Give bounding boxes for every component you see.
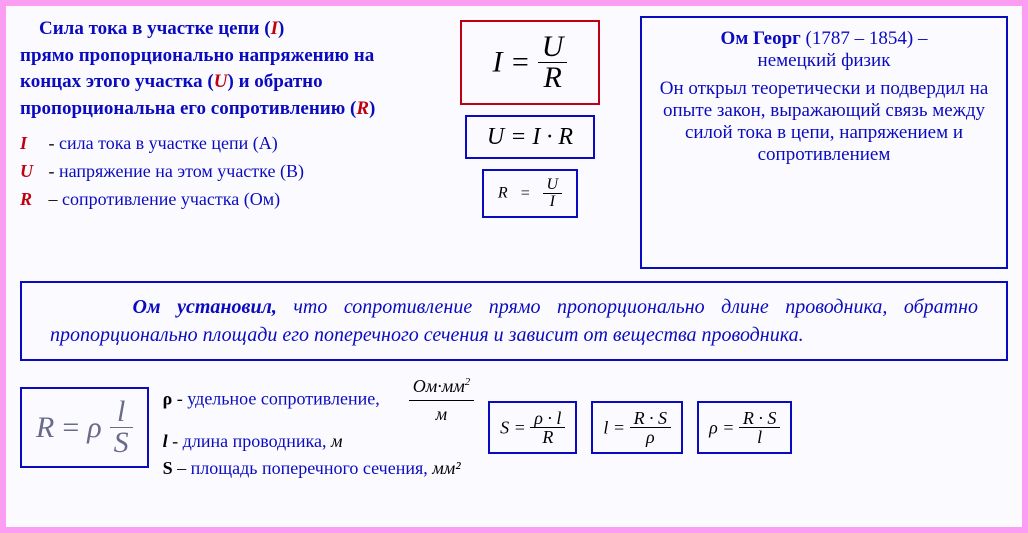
f2-den: ρ [630, 427, 672, 446]
def-R: R – сопротивление участка (Ом) [20, 186, 420, 214]
statement-author: Ом установил, [132, 296, 276, 318]
formula-l: l = R · S ρ [591, 401, 683, 454]
law-title-post: ) [278, 18, 284, 39]
unit-sup: 2 [465, 376, 470, 388]
def-U-dash: - [44, 161, 59, 181]
formula-U-text: U = I · R [487, 124, 573, 150]
top-section: Сила тока в участке цепи (I) прямо пропо… [20, 16, 1008, 269]
formula-R-den: I [543, 193, 563, 210]
formula-R-num: U [543, 177, 563, 193]
law-title-sym: I [271, 18, 278, 39]
def-rho-dash: - [172, 389, 187, 409]
biography-box: Ом Георг (1787 – 1854) – немецкий физик … [640, 16, 1008, 269]
res-rho: ρ [87, 413, 101, 443]
def-l: l - длина проводника, м [163, 428, 474, 455]
f2-left: l [603, 418, 608, 438]
def-I-dash: - [44, 133, 59, 153]
def-l-unit: м [331, 431, 343, 451]
formula-R-left: R [498, 185, 508, 202]
res-den: S [110, 427, 133, 458]
bottom-section: R = ρ l S ρ - удельное сопротивление, Ом… [20, 373, 1008, 482]
def-U: U - напряжение на этом участке (В) [20, 158, 420, 186]
definitions-list: I - сила тока в участке цепи (А) U - нап… [20, 130, 420, 214]
def-rho-sym: ρ [163, 389, 173, 409]
def-rho: ρ - удельное сопротивление, Ом·мм2 м [163, 373, 474, 428]
bio-role: немецкий физик [656, 50, 992, 72]
def-S: S – площадь поперечного сечения, мм² [163, 455, 474, 482]
res-R: R [36, 413, 54, 443]
def-l-text: длина проводника, [183, 431, 331, 451]
f1-left: S [500, 418, 509, 438]
def-R-dash: – [44, 189, 62, 209]
bio-name: Ом Георг [721, 28, 801, 49]
resistivity-statement: Ом установил, что сопротивление прямо пр… [20, 281, 1008, 361]
formulas-column: I = U R U = I · R R = U I [430, 16, 630, 269]
rho-unit: Ом·мм2 м [409, 389, 474, 409]
ohm-law-text: Сила тока в участке цепи (I) прямо пропо… [20, 16, 420, 269]
def-I-text: сила тока в участке цепи (А) [59, 133, 278, 153]
f3-left: ρ [709, 418, 718, 438]
formula-I: I = U R [460, 20, 600, 105]
def-R-text: сопротивление участка (Ом) [62, 189, 280, 209]
formula-rho: ρ = R · S l [697, 401, 792, 454]
f3-den: l [739, 427, 781, 446]
def-l-dash: - [168, 431, 183, 451]
law-title-pre: Сила тока в участке цепи ( [39, 18, 271, 39]
def-R-sym: R [20, 186, 44, 214]
unit-den: м [409, 400, 474, 428]
f2-num: R · S [630, 409, 672, 427]
page-frame: Сила тока в участке цепи (I) прямо пропо… [0, 0, 1028, 533]
res-num: l [110, 397, 133, 427]
law-body-U: U [214, 71, 228, 92]
bio-header: Ом Георг (1787 – 1854) – [656, 28, 992, 50]
formula-U: U = I · R [465, 115, 595, 159]
law-title-block: Сила тока в участке цепи (I) прямо пропо… [20, 16, 420, 122]
formula-S: S = ρ · l R [488, 401, 577, 454]
formula-resistivity: R = ρ l S [20, 387, 149, 468]
formula-I-den: R [538, 62, 568, 93]
resistivity-definitions: ρ - удельное сопротивление, Ом·мм2 м l -… [163, 373, 474, 482]
unit-num: Ом·мм [413, 376, 465, 396]
f1-num: ρ · l [530, 409, 565, 427]
def-S-unit: мм² [432, 458, 460, 478]
def-S-dash: – [173, 458, 191, 478]
bio-dates: (1787 – 1854) – [801, 28, 928, 49]
f1-den: R [530, 427, 565, 446]
f3-num: R · S [739, 409, 781, 427]
bio-text: Он открыл теоретически и подвердил на оп… [656, 78, 992, 166]
def-S-sym: S [163, 458, 173, 478]
law-body-R: R [356, 98, 369, 119]
biography-column: Ом Георг (1787 – 1854) – немецкий физик … [640, 16, 1008, 269]
formula-I-num: U [538, 32, 568, 62]
def-I-sym: I [20, 130, 44, 158]
def-U-text: напряжение на этом участке (В) [59, 161, 304, 181]
formula-R: R = U I [482, 169, 578, 218]
def-I: I - сила тока в участке цепи (А) [20, 130, 420, 158]
law-body-3: ) [369, 98, 375, 119]
small-formulas-row: S = ρ · l R l = R · S ρ ρ = R · [488, 401, 792, 454]
def-U-sym: U [20, 158, 44, 186]
def-S-text: площадь поперечного сечения, [191, 458, 433, 478]
formula-I-left: I [493, 46, 503, 79]
def-rho-text: удельное сопротивление, [187, 389, 379, 409]
